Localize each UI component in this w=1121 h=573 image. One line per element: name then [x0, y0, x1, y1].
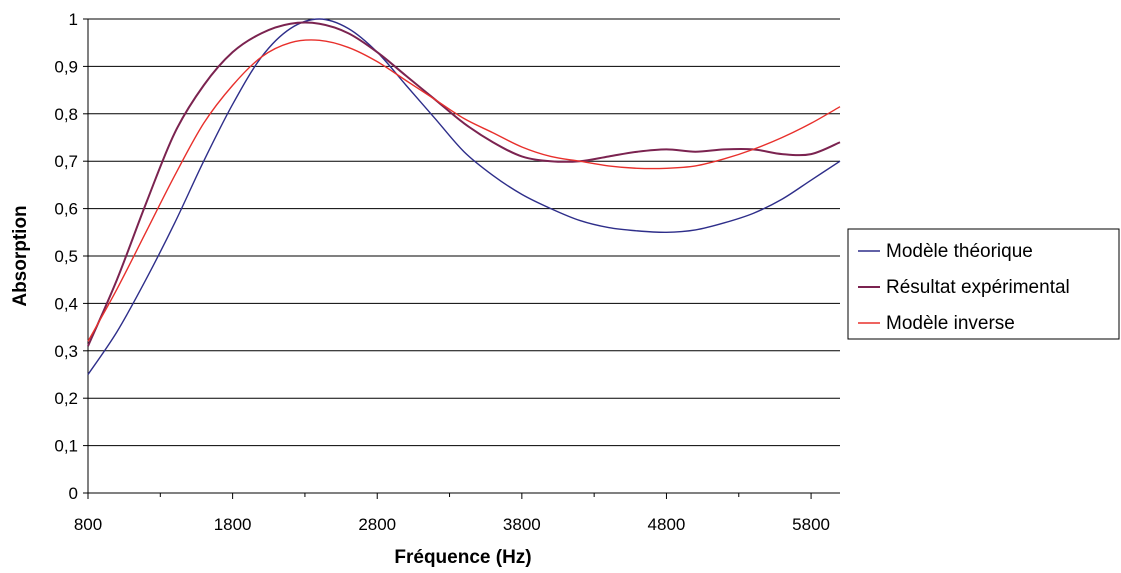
y-tick-label: 0 [69, 484, 78, 503]
legend: Modèle théorique Résultat expérimental Mod… [847, 228, 1120, 340]
axes [83, 18, 840, 499]
y-tick-label: 0,1 [54, 437, 78, 456]
x-tick-label: 3800 [503, 515, 541, 534]
y-tick-label: 0,6 [54, 200, 78, 219]
grid-lines [88, 18, 840, 447]
x-tick-label: 1800 [214, 515, 252, 534]
legend-label: Résultat expérimental [886, 277, 1070, 298]
series-modele-theorique [87, 18, 841, 375]
y-tick-label: 0,7 [54, 152, 78, 171]
legend-item-modele-theorique: Modèle théorique [858, 241, 1033, 262]
y-tick-label: 0,4 [54, 294, 78, 313]
x-tick-label: 4800 [648, 515, 686, 534]
legend-label: Modèle inverse [886, 313, 1015, 334]
series-resultat-experimental [87, 21, 841, 347]
x-tick-labels: 800 1800 2800 3800 4800 5800 [74, 515, 830, 534]
legend-box [847, 228, 1120, 340]
legend-label: Modèle théorique [886, 241, 1033, 262]
series-modele-inverse [87, 39, 841, 342]
legend-item-modele-inverse: Modèle inverse [858, 313, 1015, 334]
series-lines [87, 18, 841, 375]
x-tick-label: 800 [74, 515, 102, 534]
y-tick-label: 0,3 [54, 342, 78, 361]
x-axis-title: Fréquence (Hz) [394, 547, 531, 568]
y-axis-title: Absorption [10, 205, 31, 306]
y-tick-label: 0,2 [54, 389, 78, 408]
y-tick-label: 0,8 [54, 105, 78, 124]
x-tick-label: 2800 [358, 515, 396, 534]
y-tick-label: 0,9 [54, 57, 78, 76]
x-tick-label: 5800 [792, 515, 830, 534]
legend-item-resultat-experimental: Résultat expérimental [858, 277, 1070, 298]
y-tick-labels: 0 0,1 0,2 0,3 0,4 0,5 0,6 0,7 0,8 0,9 1 [54, 10, 78, 503]
y-tick-label: 0,5 [54, 247, 78, 266]
y-tick-label: 1 [69, 10, 78, 29]
